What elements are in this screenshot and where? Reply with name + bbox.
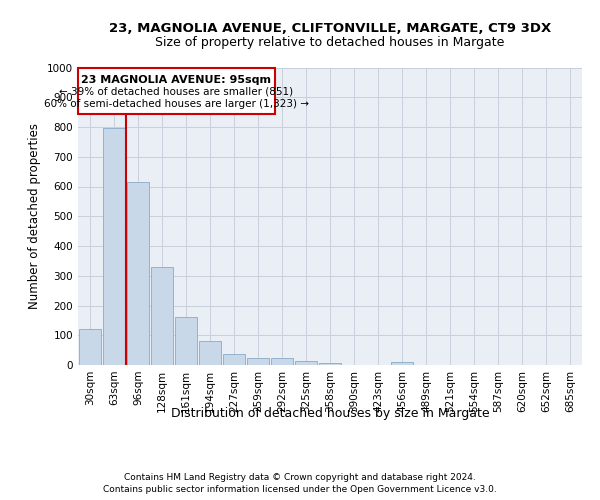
Text: Contains HM Land Registry data © Crown copyright and database right 2024.: Contains HM Land Registry data © Crown c… (124, 472, 476, 482)
Y-axis label: Number of detached properties: Number of detached properties (28, 123, 41, 309)
Bar (175, 318, 197, 365)
Bar (295, 360, 317, 365)
Text: Distribution of detached houses by size in Margate: Distribution of detached houses by size … (170, 408, 490, 420)
Bar (127, 182, 149, 365)
Bar (151, 268, 173, 365)
Text: Contains public sector information licensed under the Open Government Licence v3: Contains public sector information licen… (103, 485, 497, 494)
Bar (223, 354, 245, 365)
Bar (199, 341, 221, 365)
Bar (271, 358, 293, 365)
Text: 23, MAGNOLIA AVENUE, CLIFTONVILLE, MARGATE, CT9 3DX: 23, MAGNOLIA AVENUE, CLIFTONVILLE, MARGA… (109, 22, 551, 36)
Text: ← 39% of detached houses are smaller (851): ← 39% of detached houses are smaller (85… (59, 87, 293, 97)
FancyBboxPatch shape (78, 68, 275, 114)
Bar (391, 362, 413, 365)
Bar (79, 328, 101, 365)
Text: 60% of semi-detached houses are larger (1,323) →: 60% of semi-detached houses are larger (… (44, 100, 309, 110)
Bar (103, 128, 125, 365)
Bar (319, 362, 341, 365)
Bar (247, 358, 269, 365)
Text: 23 MAGNOLIA AVENUE: 95sqm: 23 MAGNOLIA AVENUE: 95sqm (82, 75, 271, 85)
Text: Size of property relative to detached houses in Margate: Size of property relative to detached ho… (155, 36, 505, 49)
